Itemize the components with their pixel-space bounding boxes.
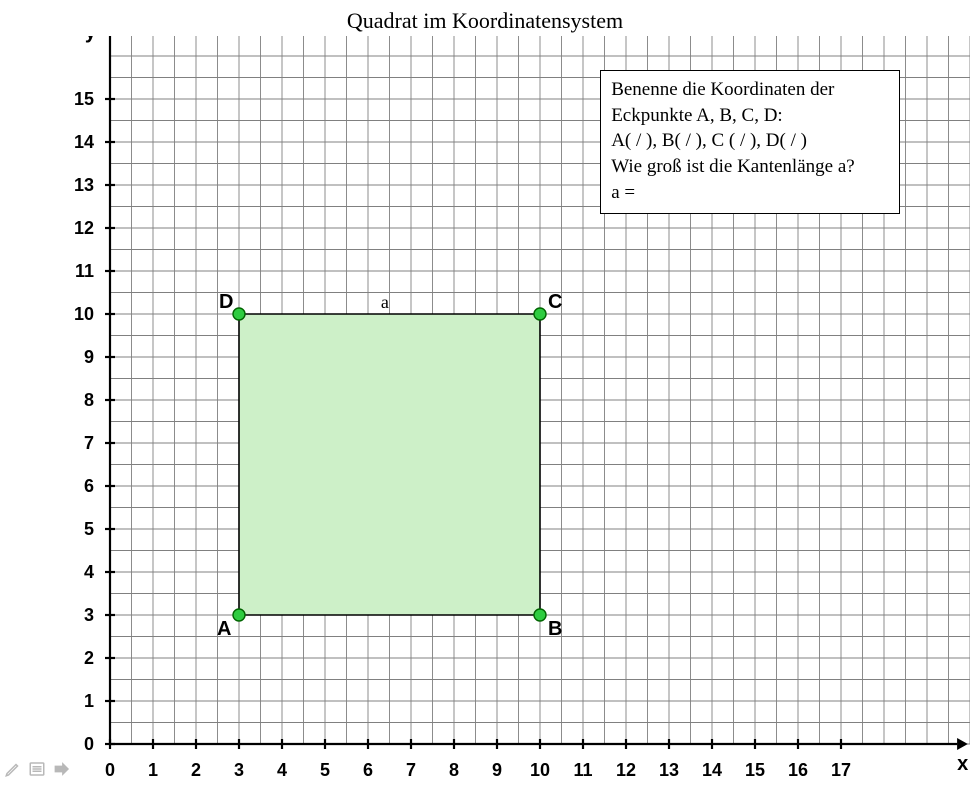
y-tick-label: 13: [74, 175, 94, 195]
y-tick-label: 9: [84, 347, 94, 367]
x-tick-label: 8: [449, 760, 459, 780]
x-tick-label: 15: [745, 760, 765, 780]
x-tick-label: 4: [277, 760, 287, 780]
vertex-b[interactable]: [534, 609, 546, 621]
page-title: Quadrat im Koordinatensystem: [0, 8, 970, 34]
y-tick-label: 1: [84, 691, 94, 711]
vertex-d[interactable]: [233, 308, 245, 320]
vertex-label-c: C: [548, 291, 562, 313]
y-tick-label: 10: [74, 304, 94, 324]
x-tick-label: 14: [702, 760, 722, 780]
task-line-3: A( / ), B( / ), C ( / ), D( / ): [611, 128, 889, 154]
vertex-label-b: B: [548, 618, 562, 640]
vertex-label-d: D: [219, 291, 233, 313]
x-tick-label: 6: [363, 760, 373, 780]
y-tick-label: 3: [84, 605, 94, 625]
x-tick-label: 1: [148, 760, 158, 780]
y-axis-label: y: [85, 36, 97, 43]
x-tick-label: 10: [530, 760, 550, 780]
vertex-label-a: A: [217, 618, 231, 640]
y-tick-label: 12: [74, 218, 94, 238]
x-tick-label: 16: [788, 760, 808, 780]
x-tick-label: 2: [191, 760, 201, 780]
x-tick-label: 13: [659, 760, 679, 780]
y-tick-label: 0: [84, 734, 94, 754]
x-tick-label: 7: [406, 760, 416, 780]
x-tick-label: 11: [573, 760, 592, 780]
y-tick-label: 11: [75, 261, 94, 281]
edge-label-a: a: [381, 292, 389, 312]
task-line-2: Eckpunkte A, B, C, D:: [611, 103, 889, 129]
pencil-icon[interactable]: [2, 759, 24, 779]
y-tick-label: 5: [84, 519, 94, 539]
task-line-4: Wie groß ist die Kantenlänge a?: [611, 154, 889, 180]
x-tick-label: 0: [105, 760, 115, 780]
x-axis-arrow: [957, 738, 968, 750]
x-tick-label: 9: [492, 760, 502, 780]
y-tick-label: 2: [84, 648, 94, 668]
y-tick-label: 15: [74, 89, 94, 109]
y-tick-label: 4: [84, 562, 94, 582]
vertex-a[interactable]: [233, 609, 245, 621]
x-tick-label: 12: [616, 760, 636, 780]
y-tick-label: 7: [84, 433, 94, 453]
toolbar: [0, 759, 72, 779]
x-axis-label: x: [957, 753, 968, 775]
task-box: Benenne die Koordinaten der Eckpunkte A,…: [600, 70, 900, 214]
task-line-5: a =: [611, 180, 889, 206]
x-tick-label: 3: [234, 760, 244, 780]
x-tick-label: 17: [831, 760, 851, 780]
square-shape: [239, 314, 540, 615]
menu-icon[interactable]: [26, 759, 48, 779]
y-tick-label: 14: [74, 132, 94, 152]
x-tick-label: 5: [320, 760, 330, 780]
vertex-c[interactable]: [534, 308, 546, 320]
arrow-icon[interactable]: [50, 759, 72, 779]
y-tick-label: 8: [84, 390, 94, 410]
task-line-1: Benenne die Koordinaten der: [611, 77, 889, 103]
y-tick-label: 6: [84, 476, 94, 496]
